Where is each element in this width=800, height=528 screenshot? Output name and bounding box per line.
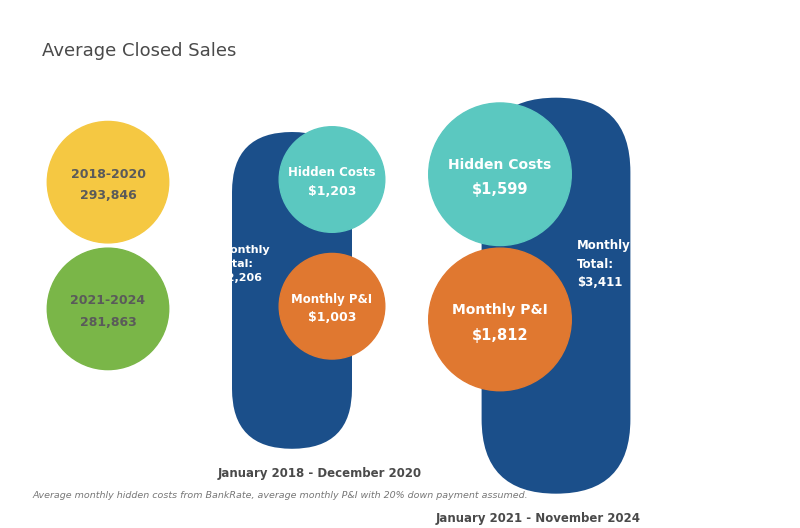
Text: $1,599: $1,599	[472, 182, 528, 197]
Text: 293,846: 293,846	[80, 189, 136, 202]
Text: 2021-2024: 2021-2024	[70, 295, 146, 307]
Text: January 2018 - December 2020: January 2018 - December 2020	[218, 467, 422, 480]
Circle shape	[429, 103, 571, 246]
Circle shape	[47, 248, 169, 370]
Text: 281,863: 281,863	[80, 316, 136, 329]
Text: Hidden Costs: Hidden Costs	[448, 158, 552, 172]
Text: 2018-2020: 2018-2020	[70, 168, 146, 181]
Text: January 2021 - November 2024: January 2021 - November 2024	[435, 512, 641, 525]
FancyBboxPatch shape	[482, 98, 630, 494]
Circle shape	[279, 253, 385, 359]
Text: $1,203: $1,203	[308, 185, 356, 197]
Text: Average Closed Sales: Average Closed Sales	[42, 42, 236, 60]
Text: Average monthly hidden costs from BankRate, average monthly P&I with 20% down pa: Average monthly hidden costs from BankRa…	[32, 491, 528, 500]
Text: Monthly
Total:
$2,206: Monthly Total: $2,206	[218, 245, 270, 283]
Text: $1,812: $1,812	[472, 327, 528, 343]
Text: Monthly
Total:
$3,411: Monthly Total: $3,411	[577, 240, 631, 288]
Text: Monthly P&I: Monthly P&I	[452, 303, 548, 317]
Text: Hidden Costs: Hidden Costs	[288, 166, 376, 179]
Circle shape	[279, 127, 385, 232]
Circle shape	[47, 121, 169, 243]
Text: Monthly P&I: Monthly P&I	[291, 293, 373, 306]
Circle shape	[429, 248, 571, 391]
FancyBboxPatch shape	[232, 132, 352, 449]
Text: $1,003: $1,003	[308, 312, 356, 324]
